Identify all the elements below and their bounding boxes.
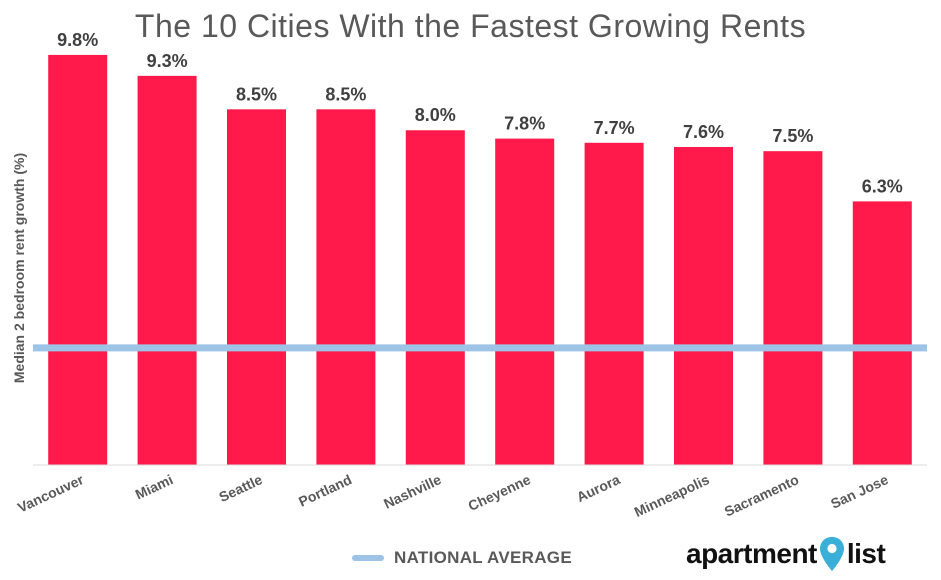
value-label: 6.3% [862, 176, 903, 196]
logo-text-apartment: apartment [686, 538, 817, 569]
value-label: 7.5% [772, 126, 813, 146]
tick-labels-group: Vancouver Miami Seattle Portland Nashville Ch… [15, 471, 891, 520]
value-label: 7.6% [683, 122, 724, 142]
bar-aurora [584, 142, 644, 465]
bar-nashville [405, 130, 465, 465]
x-tick-label: Portland [296, 471, 354, 509]
bar-san-jose [852, 201, 912, 465]
bar-cheyenne [495, 138, 555, 466]
x-tick-label: Nashville [381, 471, 444, 512]
bar-seattle [226, 109, 287, 466]
bar-sacramento [763, 151, 823, 466]
value-label: 8.0% [415, 105, 456, 125]
bar-portland [316, 109, 376, 466]
value-label: 7.7% [594, 118, 635, 138]
logo-text-list: list [846, 538, 886, 569]
value-label: 8.5% [236, 84, 277, 104]
legend-label: NATIONAL AVERAGE [394, 548, 572, 567]
value-labels-group: 9.8% 9.3% 8.5% 8.5% 8.0% 7.8% 7.7% 7.6% 7.5% 6.3% [57, 30, 903, 196]
bar-vancouver [48, 54, 108, 465]
x-tick-label: Cheyenne [466, 471, 534, 514]
chart-title: The 10 Cities With the Fastest Growing R… [134, 8, 807, 44]
x-tick-label: Aurora [574, 471, 623, 505]
bar-miami [137, 75, 197, 465]
legend: NATIONAL AVERAGE [352, 548, 572, 568]
x-tick-label: Seattle [216, 471, 265, 505]
value-label: 7.8% [504, 114, 545, 134]
bars-group [48, 54, 912, 466]
x-tick-label: Sacramento [722, 471, 801, 519]
x-tick-label: Minneapolis [632, 471, 712, 520]
map-pin-icon [819, 537, 844, 571]
x-tick-label: San Jose [828, 471, 891, 512]
x-tick-label: Vancouver [15, 471, 86, 516]
x-tick-label: Miami [133, 471, 176, 502]
value-label: 9.8% [57, 30, 98, 50]
legend-swatch [352, 555, 384, 561]
value-label: 8.5% [325, 84, 366, 104]
bar-minneapolis [673, 146, 734, 465]
apartment-list-logo: apartment list [686, 536, 886, 572]
value-label: 9.3% [147, 51, 188, 71]
